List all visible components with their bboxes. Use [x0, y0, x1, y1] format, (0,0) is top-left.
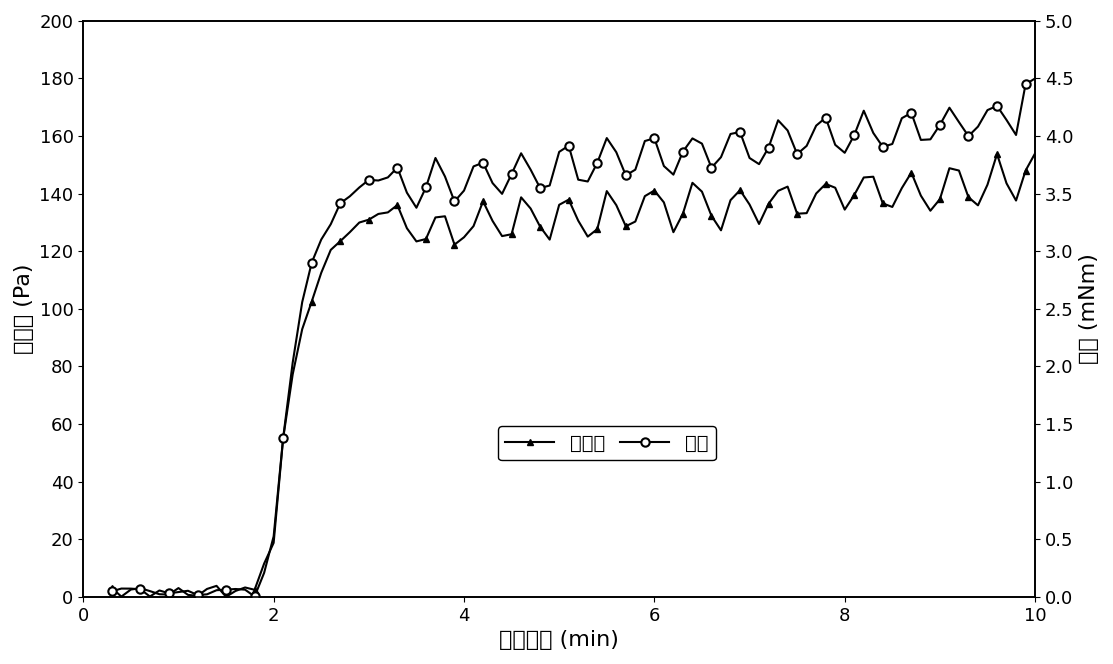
剪切力	[105, 584, 118, 592]
扝矩	[190, 591, 204, 599]
剪切力	[819, 180, 833, 188]
扝矩	[1028, 74, 1042, 82]
扝矩	[171, 588, 185, 596]
剪切力	[1028, 149, 1042, 157]
剪切力	[181, 591, 195, 599]
剪切力	[552, 201, 565, 208]
Line: 剪切力: 剪切力	[108, 150, 1038, 600]
扝矩	[819, 114, 833, 122]
扝矩	[552, 148, 565, 156]
扝矩	[105, 588, 118, 596]
Y-axis label: 扝矩 (mNm): 扝矩 (mNm)	[1080, 254, 1100, 365]
剪切力	[629, 218, 642, 226]
扝矩	[696, 139, 709, 147]
X-axis label: 脱水时间 (min): 脱水时间 (min)	[500, 630, 619, 650]
Y-axis label: 剪切力 (Pa): 剪切力 (Pa)	[13, 264, 33, 354]
剪切力	[696, 188, 709, 196]
扝矩	[144, 592, 157, 600]
Line: 扝矩: 扝矩	[108, 74, 1040, 601]
剪切力	[162, 590, 176, 598]
Legend: 剪切力, 扝矩: 剪切力, 扝矩	[498, 426, 716, 460]
剪切力	[219, 593, 233, 601]
扝矩	[629, 166, 642, 174]
